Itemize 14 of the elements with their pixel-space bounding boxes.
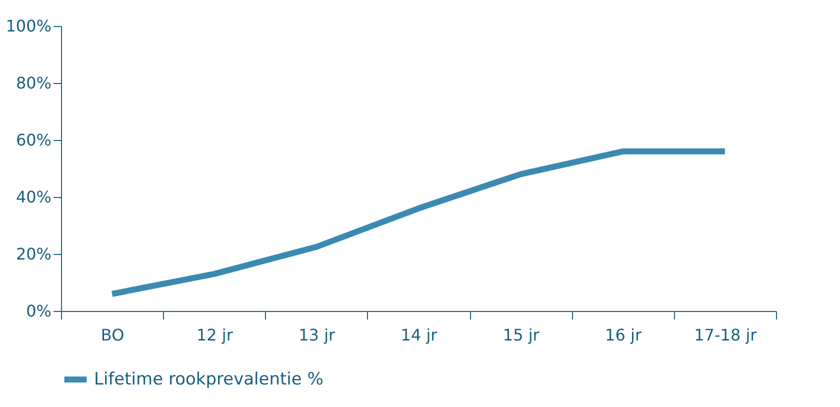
y-tick-label: 40% [16, 188, 52, 206]
x-tick-label: 16 jr [605, 326, 642, 344]
x-tick-label: 17-18 jr [694, 326, 758, 344]
y-tick-label: 80% [16, 74, 52, 92]
x-tick-label: 15 jr [502, 326, 540, 344]
y-tick-label: 0% [26, 302, 52, 320]
y-tick-label: 20% [16, 244, 52, 264]
y-tick-label: 60% [16, 130, 52, 150]
x-tick-label: BO [100, 326, 124, 344]
x-tick-label: 13 jr [298, 326, 336, 344]
legend-label: Lifetime rookprevalentie % [94, 370, 324, 390]
y-tick-label: 100% [6, 16, 52, 36]
x-tick-label: 14 jr [400, 326, 438, 344]
x-tick-label: 12 jr [196, 326, 234, 344]
